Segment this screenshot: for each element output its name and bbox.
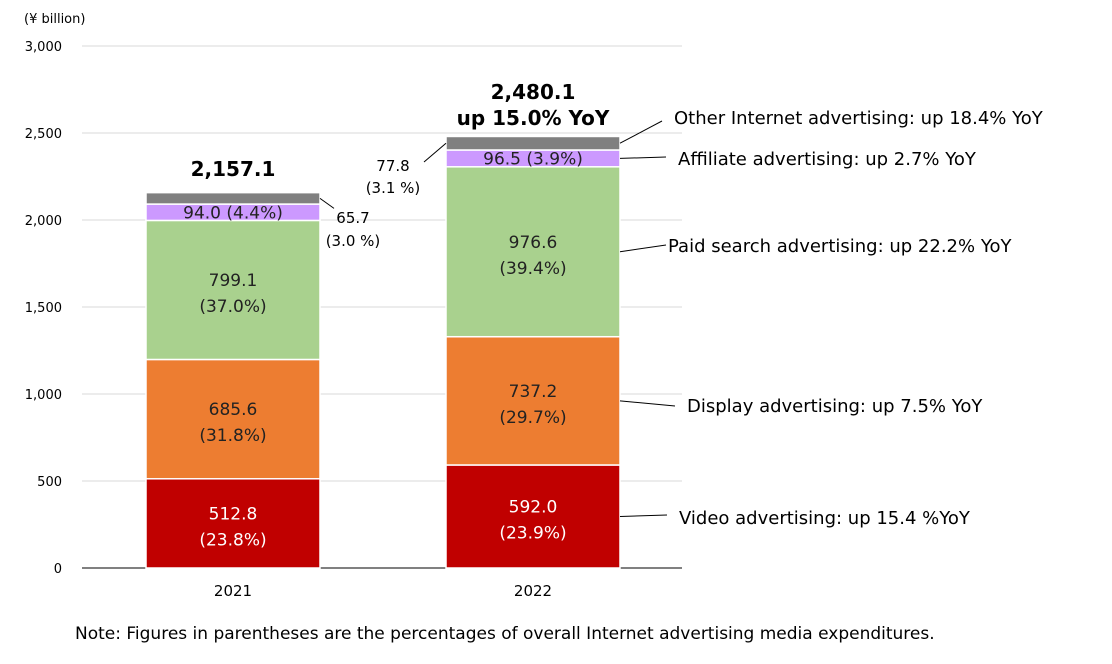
leader-line [423,142,447,163]
series-growth-annotation: Video advertising: up 15.4 %YoY [679,508,971,529]
segment-labels: 512.8 (23.8%) 592.0 (23.9%) 685.6 (31.8%) 737.… [183,149,583,550]
segment-value-label: 737.2 [509,382,558,402]
leader-line [619,120,663,144]
segment-value-label: 685.6 [209,400,258,420]
chart-note: Note: Figures in parentheses are the per… [75,624,935,644]
segment-share-label: (29.7%) [499,408,566,428]
y-tick-label: 2,000 [25,214,62,229]
leader-line [619,514,668,517]
y-tick-label: 1,500 [25,301,62,316]
series-growth-annotation: Other Internet advertising: up 18.4% YoY [674,108,1044,129]
bar-segment [445,464,621,569]
outside-share-label: (3.1 %) [366,179,421,197]
y-axis-ticks: 0 500 1,000 1,500 2,000 2,500 3,000 [25,40,62,577]
outside-share-label: (3.0 %) [326,232,381,250]
outside-value-label: 65.7 [336,209,369,227]
x-axis-labels: 2021 2022 [214,582,552,600]
series-growth-annotation: Display advertising: up 7.5% YoY [687,396,983,417]
series-growth-annotation: Paid search advertising: up 22.2% YoY [668,236,1012,257]
total-growth-label: up 15.0% YoY [457,106,610,130]
segment-value-label: 799.1 [209,271,258,291]
bar-segment [445,166,621,338]
bar-segment [145,219,321,361]
y-tick-label: 0 [54,562,62,577]
y-tick-label: 3,000 [25,40,62,55]
segment-share-label: (23.8%) [199,530,266,550]
bar-totals: 2,157.1 2,480.1up 15.0% YoY [191,80,610,181]
bar-segment [445,335,621,466]
bar-segment [145,478,321,569]
leader-line [619,244,667,253]
segment-share-label: (31.8%) [199,426,266,446]
segment-value-label: 96.5 (3.9%) [483,149,583,169]
series-growth-annotation: Affiliate advertising: up 2.7% YoY [678,149,977,170]
bar-segment [145,358,321,480]
outside-value-label: 77.8 [376,157,409,175]
x-tick-label: 2022 [514,582,552,600]
annotations: Other Internet advertising: up 18.4% YoY… [668,108,1044,529]
leader-line [619,400,676,407]
leader-lines [319,120,676,517]
segment-value-label: 976.6 [509,233,558,253]
leader-line [619,156,667,159]
total-label: 2,157.1 [191,157,276,181]
segment-share-label: (23.9%) [499,523,566,543]
segment-value-label: 592.0 [509,497,558,517]
y-tick-label: 500 [37,475,62,490]
x-tick-label: 2021 [214,582,252,600]
segment-value-label: 94.0 (4.4%) [183,203,283,223]
bar-segment [445,135,621,151]
total-label: 2,480.1 [491,80,576,104]
segment-value-label: 512.8 [209,504,258,524]
bar-segments [145,135,621,569]
leader-line [319,197,335,209]
unit-label: (¥ billion) [24,12,85,27]
segment-share-label: (37.0%) [199,297,266,317]
y-tick-label: 2,500 [25,127,62,142]
y-tick-label: 1,000 [25,388,62,403]
segment-share-label: (39.4%) [499,259,566,279]
